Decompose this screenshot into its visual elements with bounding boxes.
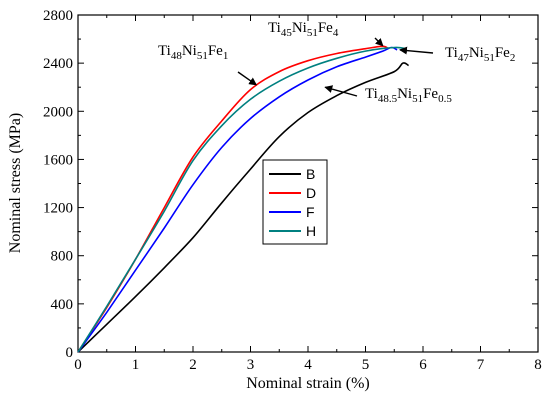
x-tick-label: 5	[362, 357, 370, 373]
y-tick-label: 400	[51, 297, 74, 313]
y-tick-label: 2400	[43, 56, 73, 72]
annotation-label: Ti48.5Ni51Fe0.5	[365, 86, 452, 105]
annotation-label: Ti45Ni51Fe4	[268, 20, 339, 39]
y-axis-ticks: 0 400 800 1200 1600 2000 2400 2800	[43, 8, 538, 361]
x-tick-label: 6	[419, 357, 427, 373]
annotation-arrow	[324, 85, 358, 97]
series-line-b	[77, 62, 410, 353]
y-tick-label: 2000	[43, 104, 73, 120]
x-tick-label: 0	[74, 357, 82, 373]
legend-label-h: H	[306, 223, 316, 239]
legend-label-f: F	[306, 204, 315, 220]
x-tick-label: 8	[534, 357, 542, 373]
y-tick-label: 1600	[43, 152, 73, 168]
y-tick-label: 1200	[43, 201, 73, 217]
annotation-arrow	[237, 71, 258, 86]
legend-label-d: D	[306, 185, 316, 201]
series-line-h	[77, 46, 406, 353]
legend-label-b: B	[306, 166, 315, 182]
series-line-f	[77, 46, 398, 353]
x-tick-label: 1	[132, 357, 140, 373]
y-tick-label: 2800	[43, 8, 73, 24]
x-axis-title: Nominal strain (%)	[246, 375, 370, 392]
x-axis-ticks: 0 1 2 3 4 5 6 7 8	[74, 15, 542, 373]
y-axis-title: Nominal stress (MPa)	[7, 113, 24, 253]
annotation-arrow	[374, 37, 384, 47]
x-tick-label: 7	[477, 357, 485, 373]
x-tick-label: 4	[304, 357, 312, 373]
x-tick-label: 3	[247, 357, 255, 373]
annotation-label: Ti48Ni51Fe1	[158, 43, 228, 62]
composition-annotations: Ti48Ni51Fe1 Ti45Ni51Fe4 Ti47Ni51Fe2 Ti48.5N…	[158, 20, 515, 105]
annotation-arrow	[399, 46, 434, 55]
y-tick-label: 800	[51, 249, 74, 265]
y-tick-label: 0	[66, 345, 74, 361]
series-lines	[77, 45, 410, 353]
x-tick-label: 2	[189, 357, 197, 373]
annotation-label: Ti47Ni51Fe2	[445, 45, 515, 64]
